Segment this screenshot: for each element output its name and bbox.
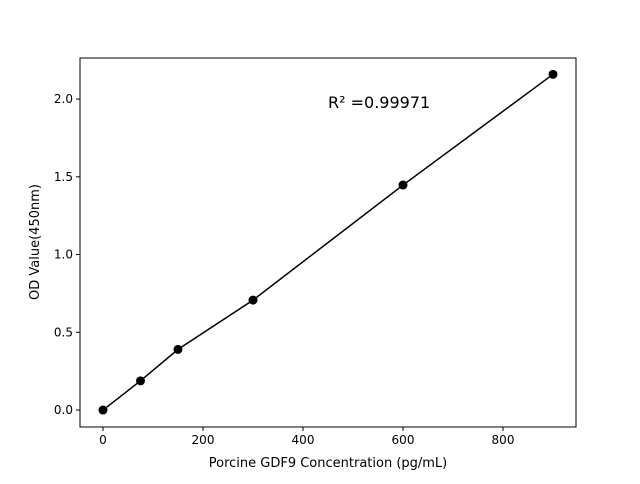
data-point bbox=[173, 344, 183, 354]
x-axis-label: Porcine GDF9 Concentration (pg/mL) bbox=[209, 456, 448, 471]
y-tick-label: 2.0 bbox=[54, 92, 73, 106]
y-tick-label: 1.5 bbox=[54, 170, 73, 184]
x-tick-label: 0 bbox=[99, 433, 107, 447]
data-point bbox=[548, 69, 558, 79]
data-point bbox=[248, 295, 258, 305]
y-tick-label: 1.0 bbox=[54, 248, 73, 262]
x-tick-label: 400 bbox=[292, 433, 315, 447]
x-tick-label: 200 bbox=[192, 433, 215, 447]
data-point bbox=[98, 405, 108, 415]
y-tick-label: 0.0 bbox=[54, 403, 73, 417]
x-tick-label: 600 bbox=[392, 433, 415, 447]
series-line bbox=[102, 73, 554, 411]
x-tick-label: 800 bbox=[492, 433, 515, 447]
r-squared-annotation: R² =0.99971 bbox=[328, 93, 430, 112]
data-point bbox=[136, 376, 145, 386]
data-point bbox=[398, 180, 408, 190]
y-axis-label: OD Value(450nm) bbox=[28, 184, 43, 300]
y-tick-label: 0.5 bbox=[54, 325, 73, 339]
